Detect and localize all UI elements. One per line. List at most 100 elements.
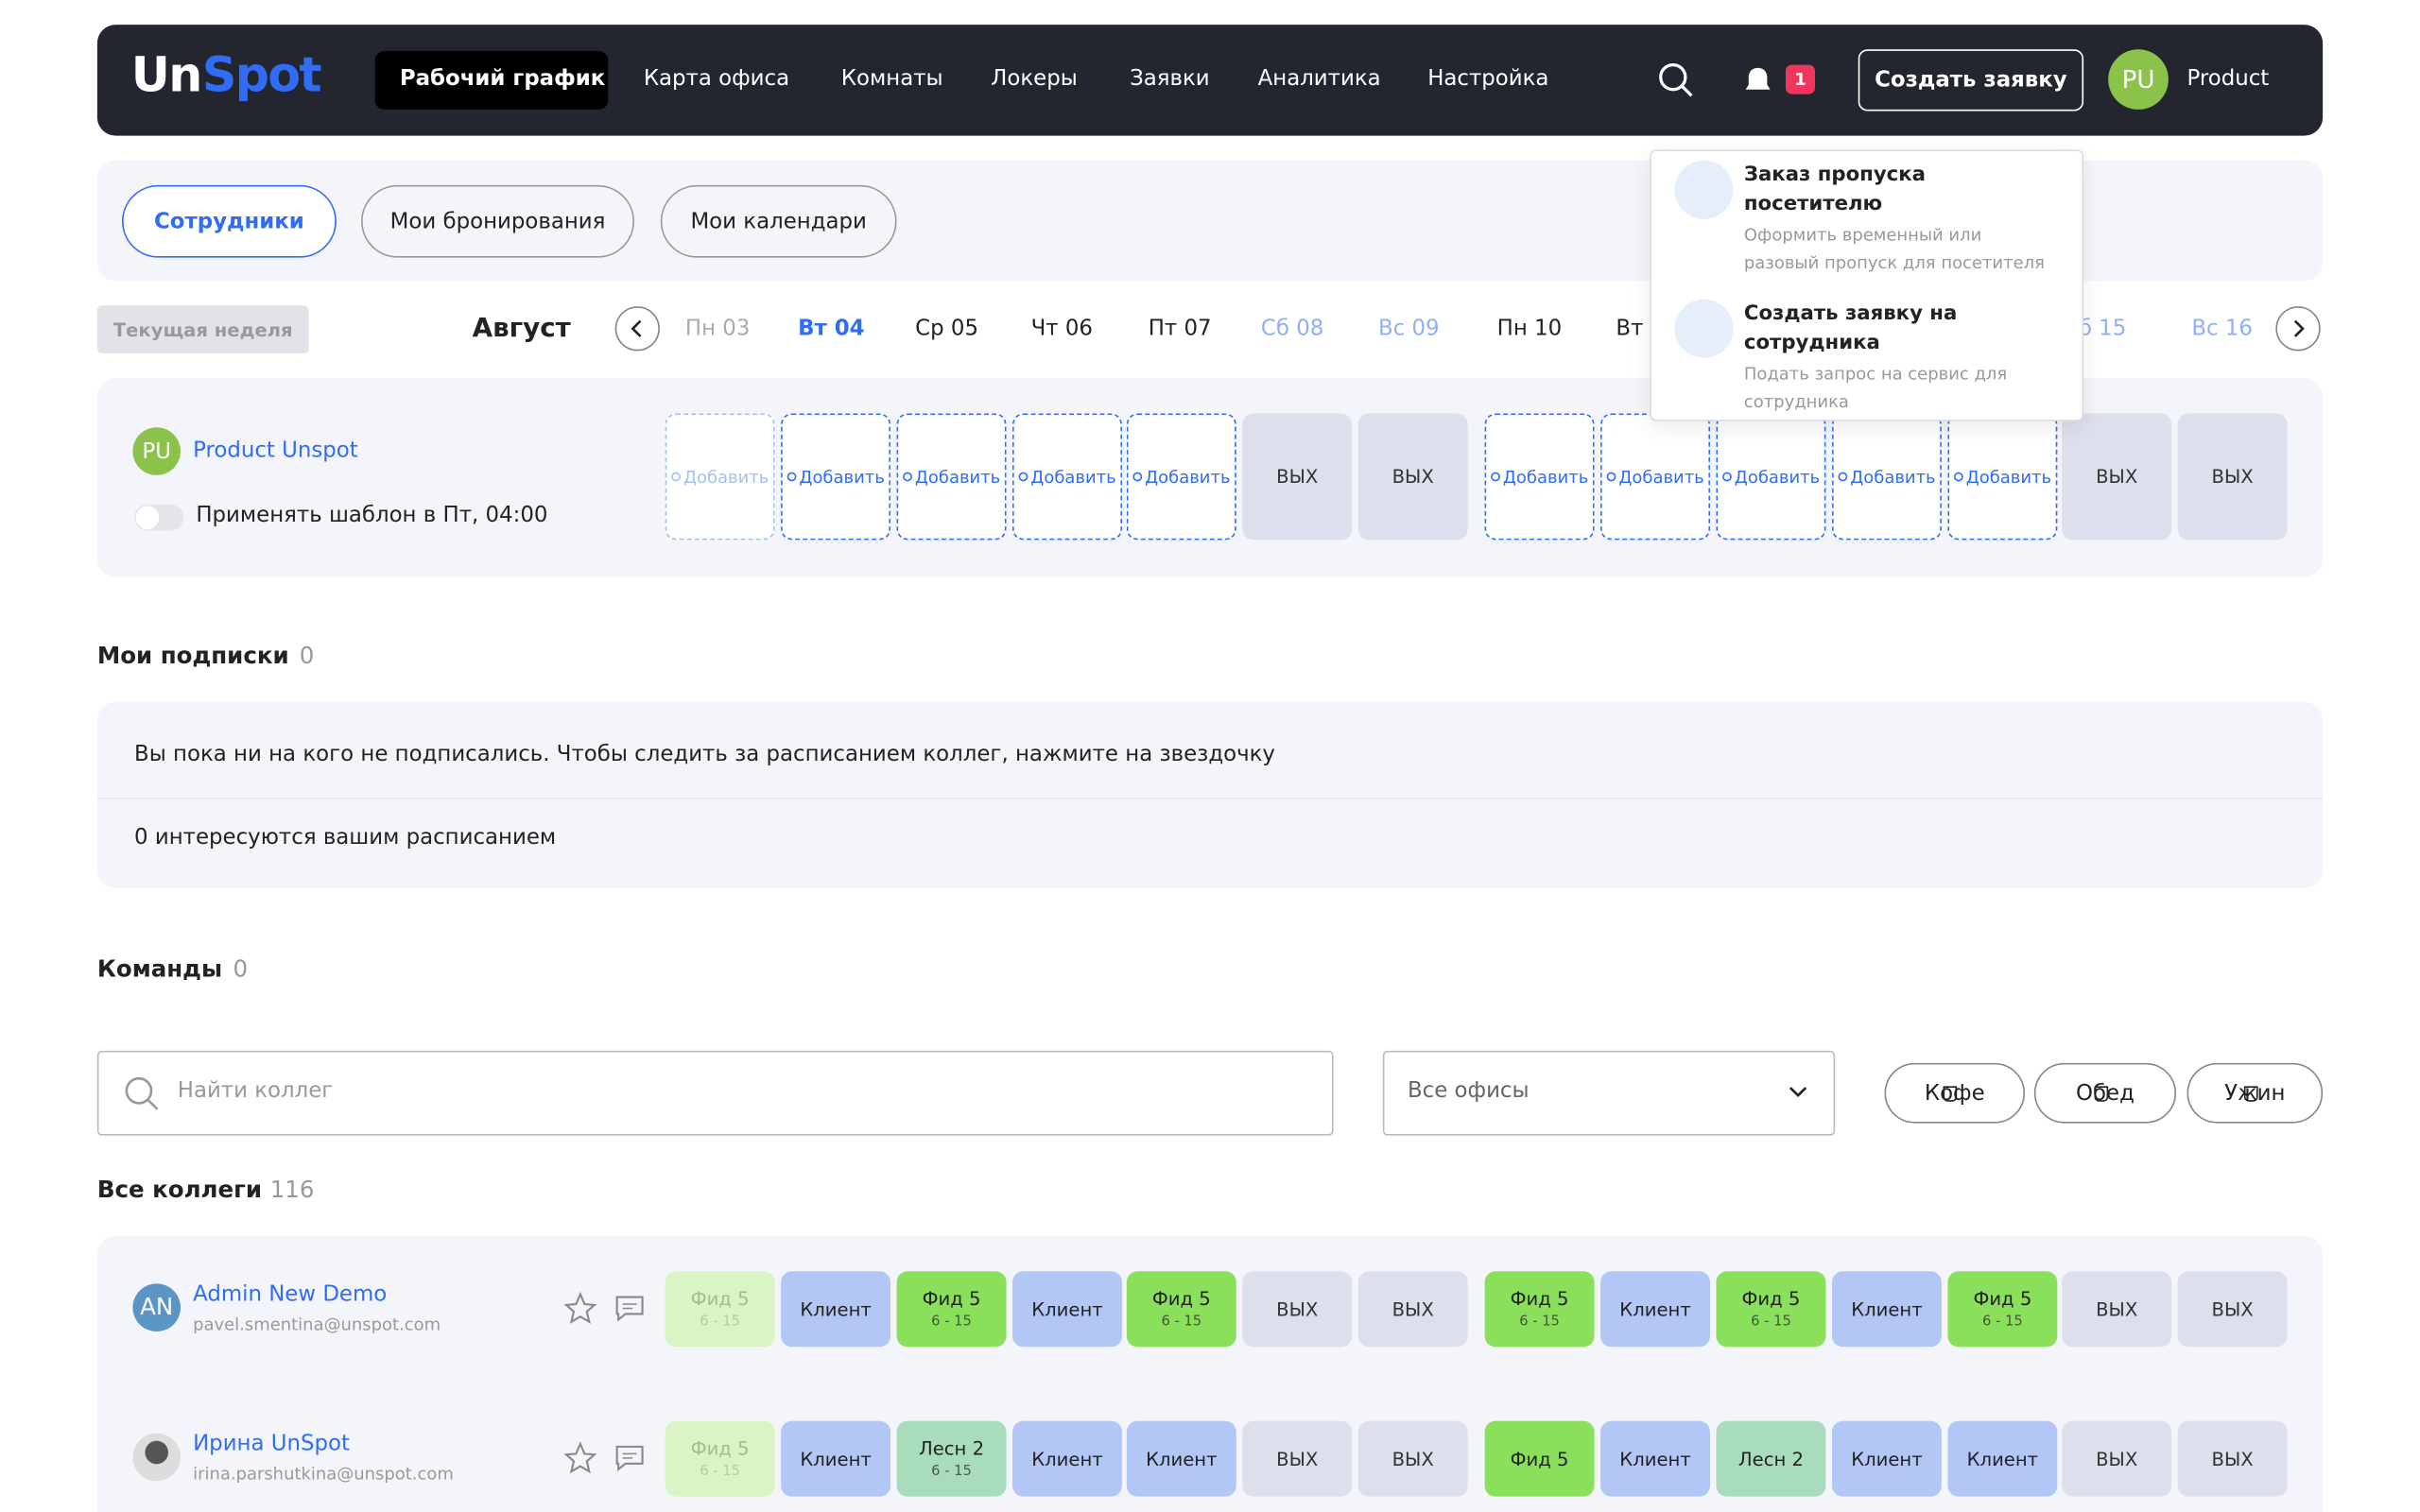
schedule-cell[interactable]: Добавить	[1831, 413, 1942, 541]
schedule-cell[interactable]: Добавить	[1484, 413, 1595, 541]
schedule-cell[interactable]: Фид 5 6 - 15	[1126, 1271, 1236, 1348]
schedule-cell[interactable]: Добавить	[781, 413, 891, 541]
create-button[interactable]: Создать заявку	[1858, 49, 2084, 112]
schedule-cell[interactable]: ВЫХ	[1357, 1420, 1468, 1497]
nav-item[interactable]: Комнаты	[840, 66, 943, 92]
toggle-label: Применять шаблон в Пт, 04:00	[196, 503, 548, 528]
chip-icon	[2243, 1085, 2257, 1101]
schedule-cell[interactable]: Фид 5 6 - 15	[1484, 1271, 1595, 1348]
nav-item[interactable]: Рабочий график	[399, 66, 606, 92]
search-input[interactable]	[96, 1050, 1334, 1136]
cell-label: Клиент	[1146, 1448, 1218, 1470]
schedule-cell[interactable]: Фид 5 6 - 15	[1716, 1271, 1826, 1348]
add-row: Добавить	[1721, 467, 1820, 487]
user-link[interactable]: Product Unspot	[193, 438, 358, 463]
day-label: Сб 08	[1260, 316, 1324, 341]
schedule-cell[interactable]: Клиент	[781, 1420, 891, 1497]
schedule-cell[interactable]: Добавить	[1012, 413, 1122, 541]
avatar: PU	[132, 427, 182, 475]
schedule-cell[interactable]: ВЫХ	[1242, 1420, 1353, 1497]
schedule-cell[interactable]: Клиент	[1126, 1420, 1236, 1497]
chat-icon[interactable]	[613, 1292, 647, 1326]
schedule-cell[interactable]: Добавить	[665, 413, 775, 541]
select-chevron	[1789, 1087, 1807, 1098]
schedule-cell[interactable]: Добавить	[1947, 413, 2058, 541]
cell-time: 6 - 15	[700, 1314, 740, 1331]
section-title: Команды	[96, 954, 223, 983]
schedule-cell[interactable]: ВЫХ	[2177, 1420, 2288, 1497]
next-week[interactable]	[2275, 305, 2322, 352]
nav-item[interactable]: Карта офиса	[643, 66, 790, 92]
schedule-cell[interactable]: ВЫХ	[2177, 1271, 2288, 1348]
add-icon	[1721, 472, 1732, 482]
cell-label: Клиент	[1619, 1297, 1691, 1320]
schedule-cell[interactable]: ВЫХ	[2062, 413, 2172, 541]
filter-chip[interactable]: Обед	[2033, 1062, 2177, 1124]
tab[interactable]: Сотрудники	[121, 184, 337, 258]
cell-label: ВЫХ	[2211, 1297, 2254, 1320]
cell-label: Добавить	[1850, 466, 1936, 488]
colleague-name[interactable]: Admin New Demo	[193, 1281, 388, 1307]
nav-item[interactable]: Заявки	[1130, 66, 1210, 92]
schedule-cell[interactable]: Клиент	[1012, 1420, 1122, 1497]
nav-item[interactable]: Локеры	[991, 66, 1078, 92]
star-icon[interactable]	[563, 1441, 597, 1475]
tab[interactable]: Мои календари	[660, 184, 897, 258]
schedule-cell[interactable]: Фид 5	[1484, 1420, 1595, 1497]
toggle-knob	[135, 506, 160, 529]
search-icon[interactable]	[1657, 61, 1694, 98]
colleague-name[interactable]: Ирина UnSpot	[193, 1432, 350, 1457]
bell-icon[interactable]	[1742, 65, 1773, 96]
schedule-cell[interactable]: Клиент	[1831, 1420, 1942, 1497]
schedule-cell[interactable]: Клиент	[781, 1271, 891, 1348]
schedule-cell[interactable]: ВЫХ	[2177, 413, 2288, 541]
schedule-cell[interactable]: Лесн 2	[1716, 1420, 1826, 1497]
chat-icon[interactable]	[613, 1441, 647, 1475]
prev-week[interactable]	[614, 305, 661, 352]
add-icon	[1490, 472, 1500, 482]
cell-label: Фид 5	[690, 1288, 750, 1311]
add-row: Добавить	[902, 467, 1000, 487]
cell-label: Фид 5	[1151, 1288, 1211, 1311]
schedule-cell[interactable]: Добавить	[1600, 413, 1710, 541]
schedule-cell[interactable]: Клиент	[1947, 1420, 2058, 1497]
nav-item[interactable]: Аналитика	[1257, 66, 1381, 92]
schedule-cell[interactable]: Добавить	[1716, 413, 1826, 541]
day-label: Пн 10	[1496, 316, 1563, 341]
schedule-cell[interactable]: Добавить	[896, 413, 1007, 541]
divider	[96, 798, 2324, 799]
schedule-cell[interactable]: Фид 5 6 - 15	[896, 1271, 1007, 1348]
nav-item[interactable]: Настройка	[1427, 66, 1549, 92]
schedule-cell[interactable]: ВЫХ	[2062, 1420, 2172, 1497]
dropdown-icon	[1674, 299, 1734, 358]
schedule-cell[interactable]: ВЫХ	[1357, 413, 1468, 541]
schedule-cell[interactable]: Клиент	[1600, 1420, 1710, 1497]
schedule-cell[interactable]: ВЫХ	[2062, 1271, 2172, 1348]
dropdown-title[interactable]: Создать заявку на сотрудника	[1743, 302, 1958, 355]
schedule-cell[interactable]: Фид 5 6 - 15	[1947, 1271, 2058, 1348]
schedule-cell[interactable]: ВЫХ	[1357, 1271, 1468, 1348]
schedule-cell[interactable]: Добавить	[1126, 413, 1236, 541]
schedule-cell[interactable]: Клиент	[1012, 1271, 1122, 1348]
filter-chip[interactable]: Кофе	[1884, 1062, 2026, 1124]
schedule-cell[interactable]: Лесн 2 6 - 15	[896, 1420, 1007, 1497]
user-avatar[interactable]: PU	[2108, 49, 2169, 110]
star-icon[interactable]	[563, 1291, 597, 1326]
tab[interactable]: Мои бронирования	[361, 184, 635, 258]
filter-chip[interactable]: Ужин	[2187, 1062, 2324, 1124]
current-week-button[interactable]: Текущая неделя	[96, 305, 309, 353]
avatar-photo	[132, 1433, 182, 1482]
cell-label: Добавить	[1030, 466, 1116, 488]
schedule-cell[interactable]: ВЫХ	[1242, 1271, 1353, 1348]
schedule-cell[interactable]: ВЫХ	[1242, 413, 1353, 541]
schedule-cell[interactable]: Клиент	[1831, 1271, 1942, 1348]
schedule-cell[interactable]: Фид 5 6 - 15	[665, 1420, 775, 1497]
user-name[interactable]: Product	[2187, 66, 2270, 92]
add-row: Добавить	[670, 467, 769, 487]
cell-label: Лесн 2	[918, 1437, 985, 1460]
office-select[interactable]	[1382, 1050, 1836, 1136]
schedule-cell[interactable]: Клиент	[1600, 1271, 1710, 1348]
schedule-cell[interactable]: Фид 5 6 - 15	[665, 1271, 775, 1348]
dropdown-title[interactable]: Заказ пропуска посетителю	[1743, 163, 1927, 216]
cell-label: Добавить	[1145, 466, 1231, 488]
